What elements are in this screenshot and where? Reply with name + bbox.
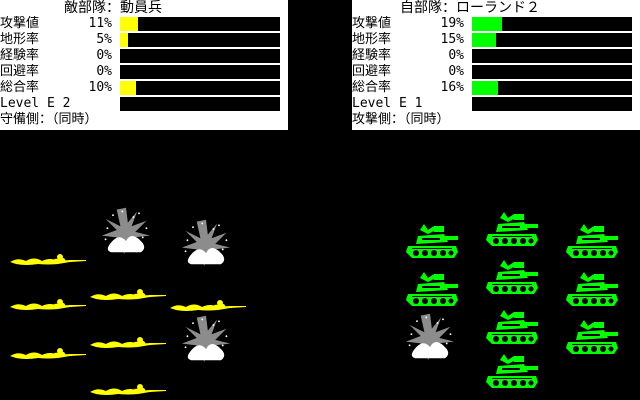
ally-unit-title: 自部隊：ローランド２ <box>400 0 540 16</box>
ally-stat-attack-fill <box>472 17 502 31</box>
enemy-infantry-group <box>10 254 246 395</box>
tank-unit <box>486 310 538 344</box>
ally-stat-total-bar <box>472 81 632 95</box>
tank-unit <box>566 224 618 258</box>
ally-stat-experience-label: 経験率 0% <box>352 48 464 63</box>
explosion-group <box>101 207 455 363</box>
infantry-unit <box>90 384 166 395</box>
ally-stat-total: 総合率 16% <box>352 80 640 96</box>
ally-stat-terrain-label: 地形率 15% <box>352 32 464 47</box>
enemy-stat-attack-label: 攻撃値 11% <box>0 16 112 31</box>
ally-stat-evasion-bar <box>472 65 632 79</box>
ally-side-label: 攻撃側：（同時） <box>352 112 450 127</box>
enemy-stat-evasion-bar <box>120 65 280 79</box>
explosion-effect <box>181 219 231 267</box>
tank-unit <box>486 212 538 246</box>
enemy-stat-total-bar <box>120 81 280 95</box>
ally-stat-experience-bar <box>472 49 632 63</box>
explosion-effect <box>181 315 231 363</box>
tank-unit <box>566 272 618 306</box>
ally-level: Level E 1 <box>352 96 423 111</box>
ally-stat-attack: 攻撃値 19% <box>352 16 640 32</box>
ally-level-bar <box>472 97 632 111</box>
enemy-stat-experience: 経験率 0% <box>0 48 288 64</box>
enemy-stat-terrain-fill <box>120 33 128 47</box>
enemy-info-panel: 敵部隊：動員兵 攻撃値 11% 地形率 5% 経験率 0% 回避率 0% 総合率 10% … <box>0 0 288 130</box>
ally-stat-attack-label: 攻撃値 19% <box>352 16 464 31</box>
enemy-stat-experience-bar <box>120 49 280 63</box>
enemy-stat-total-fill <box>120 81 136 95</box>
enemy-side-label: 守備側：（同時） <box>0 112 98 127</box>
enemy-stat-evasion: 回避率 0% <box>0 64 288 80</box>
tank-unit <box>486 354 538 388</box>
ally-level-row: Level E 1 <box>352 96 640 112</box>
ally-stat-experience: 経験率 0% <box>352 48 640 64</box>
enemy-level: Level E 2 <box>0 96 71 111</box>
enemy-level-row: Level E 2 <box>0 96 288 112</box>
ally-stat-total-label: 総合率 16% <box>352 80 464 95</box>
ally-stat-evasion: 回避率 0% <box>352 64 640 80</box>
tank-unit <box>406 272 458 306</box>
enemy-stat-experience-label: 経験率 0% <box>0 48 112 63</box>
tank-unit <box>566 320 618 354</box>
enemy-level-bar <box>120 97 280 111</box>
explosion-effect <box>101 207 151 255</box>
ally-tank-group <box>406 212 618 388</box>
explosion-effect <box>405 313 455 361</box>
enemy-stat-terrain-label: 地形率 5% <box>0 32 112 47</box>
enemy-stat-attack: 攻撃値 11% <box>0 16 288 32</box>
tank-unit <box>486 260 538 294</box>
enemy-stat-evasion-label: 回避率 0% <box>0 64 112 79</box>
ally-stat-terrain-fill <box>472 33 496 47</box>
enemy-unit-title: 敵部隊：動員兵 <box>64 0 162 16</box>
ally-stat-total-fill <box>472 81 498 95</box>
enemy-stat-terrain: 地形率 5% <box>0 32 288 48</box>
enemy-stat-attack-bar <box>120 17 280 31</box>
infantry-unit <box>90 289 166 300</box>
infantry-unit <box>10 299 86 310</box>
ally-stat-terrain: 地形率 15% <box>352 32 640 48</box>
tank-unit <box>406 224 458 258</box>
infantry-unit <box>10 254 86 265</box>
infantry-unit <box>90 337 166 348</box>
battle-field <box>10 207 618 395</box>
ally-stat-terrain-bar <box>472 33 632 47</box>
infantry-unit <box>10 348 86 359</box>
enemy-stat-terrain-bar <box>120 33 280 47</box>
ally-stat-evasion-label: 回避率 0% <box>352 64 464 79</box>
enemy-stat-total: 総合率 10% <box>0 80 288 96</box>
ally-stat-attack-bar <box>472 17 632 31</box>
ally-info-panel: 自部隊：ローランド２ 攻撃値 19% 地形率 15% 経験率 0% 回避率 0% 総合率… <box>352 0 640 130</box>
enemy-stat-total-label: 総合率 10% <box>0 80 112 95</box>
infantry-unit <box>170 300 246 311</box>
enemy-stat-attack-fill <box>120 17 138 31</box>
